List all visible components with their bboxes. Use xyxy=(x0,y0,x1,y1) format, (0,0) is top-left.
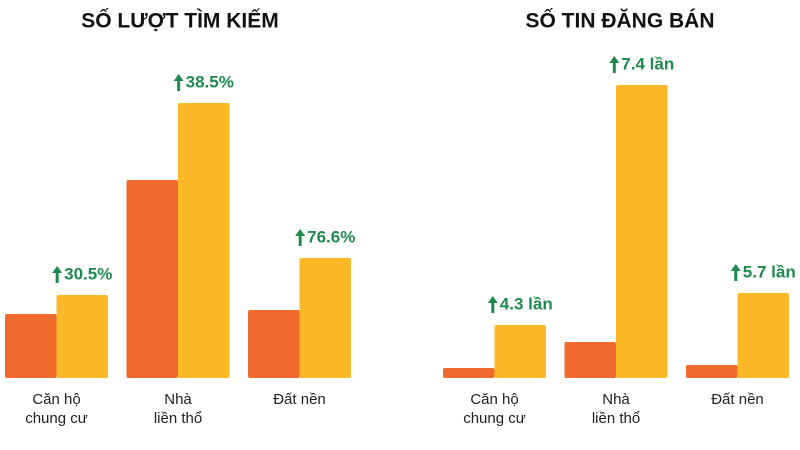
bar xyxy=(686,365,738,378)
bar xyxy=(494,325,546,378)
x-tick-label: Đất nền xyxy=(711,391,764,408)
bar xyxy=(5,314,57,378)
arrow-head xyxy=(609,56,620,63)
x-tick-label: Nhà xyxy=(602,391,630,408)
x-tick-label: Đất nền xyxy=(273,391,326,408)
x-tick-label: chung cư xyxy=(25,410,88,427)
arrow-head xyxy=(730,264,741,271)
bar xyxy=(616,85,668,378)
x-tick-label: Nhà xyxy=(164,391,192,408)
annotation: 38.5% xyxy=(186,72,234,91)
annotation: 7.4 lần xyxy=(621,54,674,73)
arrow-head xyxy=(52,266,63,273)
bar xyxy=(178,103,230,378)
x-tick-label: liền thổ xyxy=(154,410,202,427)
bar xyxy=(564,342,616,378)
bar xyxy=(56,295,108,378)
x-tick-label: liền thổ xyxy=(592,410,640,427)
bar xyxy=(126,180,178,378)
bar xyxy=(299,258,351,378)
arrow-head xyxy=(295,229,306,236)
bar xyxy=(443,368,495,378)
annotation: 4.3 lần xyxy=(500,294,553,313)
arrow-head xyxy=(173,74,184,81)
chart-title: SỐ LƯỢT TÌM KIẾM xyxy=(81,9,279,33)
annotation: 76.6% xyxy=(307,227,355,246)
x-tick-label: Căn hộ xyxy=(470,391,518,408)
x-tick-label: Căn hộ xyxy=(32,391,80,408)
x-tick-label: chung cư xyxy=(463,410,526,427)
arrow-head xyxy=(487,296,498,303)
bar xyxy=(737,293,789,378)
bar xyxy=(248,310,300,378)
annotation: 5.7 lần xyxy=(743,262,796,281)
annotation: 30.5% xyxy=(64,264,112,283)
chart-title: SỐ TIN ĐĂNG BÁN xyxy=(526,9,715,33)
